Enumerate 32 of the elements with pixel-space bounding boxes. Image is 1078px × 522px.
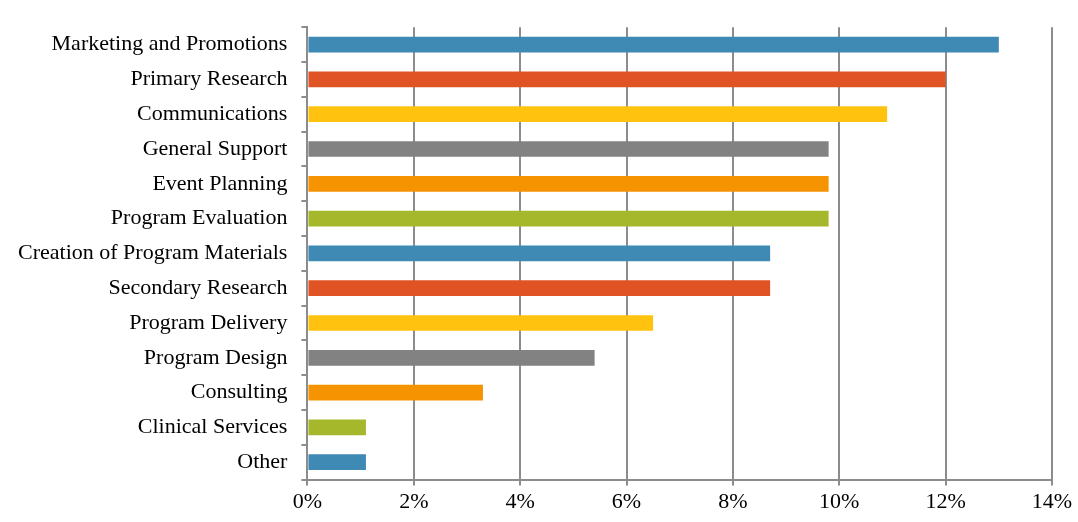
y-tick-label: Secondary Research <box>108 273 288 299</box>
y-tick-label: Program Design <box>143 343 288 369</box>
bar <box>308 384 483 401</box>
x-tick-label: 8% <box>718 487 748 513</box>
bar <box>308 315 654 331</box>
x-tick-label: 12% <box>925 487 966 513</box>
bar <box>308 106 888 123</box>
x-tick-label: 4% <box>505 487 535 513</box>
y-tick-label: Marketing and Promotions <box>51 30 288 56</box>
bar <box>308 210 829 227</box>
y-tick-label: Program Evaluation <box>110 204 288 230</box>
y-tick-label: Creation of Program Materials <box>17 239 288 265</box>
bar <box>308 280 771 297</box>
x-tick-label: 2% <box>399 487 429 513</box>
bar <box>308 245 771 262</box>
x-tick-label: 10% <box>819 487 860 513</box>
y-tick-label: Consulting <box>190 378 288 404</box>
bar <box>308 419 366 436</box>
y-tick-label: Other <box>237 447 289 473</box>
y-tick-label: Event Planning <box>152 169 288 195</box>
x-tick-label: 14% <box>1031 487 1073 513</box>
bar <box>308 36 999 53</box>
bar <box>308 175 829 192</box>
x-tick-label: 0% <box>292 487 323 513</box>
y-tick-label: Primary Research <box>130 65 288 91</box>
y-tick-label: Program Delivery <box>129 308 288 334</box>
bar <box>308 71 946 88</box>
y-tick-label: Communications <box>137 99 288 125</box>
y-tick-label: General Support <box>142 134 288 160</box>
x-tick-label: 6% <box>611 487 642 513</box>
bar <box>308 454 366 471</box>
y-tick-label: Clinical Services <box>137 413 288 439</box>
